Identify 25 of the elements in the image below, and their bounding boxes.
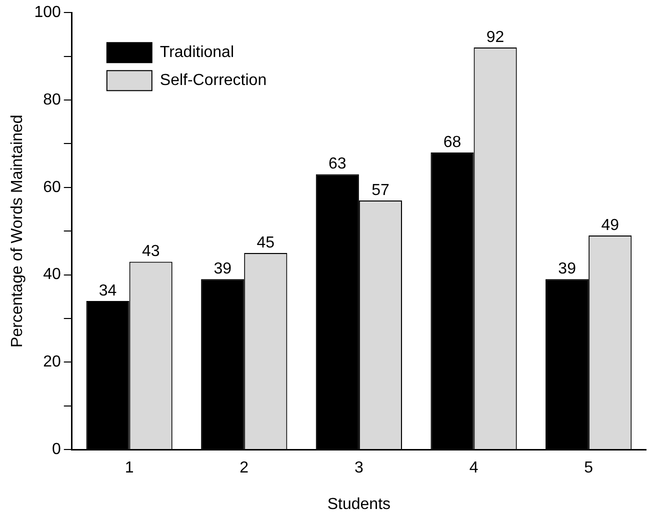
data-label: 39 [214,260,232,278]
x-tick-label: 2 [240,460,249,477]
y-tick-label: 80 [43,91,61,108]
x-tick-label: 4 [469,460,478,477]
legend-label: Traditional [160,44,234,62]
x-tick-label: 3 [354,460,364,477]
data-label: 63 [328,156,346,173]
x-axis-title: Students [327,496,391,513]
y-axis-title: Percentage of Words Maintained [9,114,26,348]
x-tick-label: 1 [124,460,134,477]
data-label: 34 [98,282,117,300]
data-label: 39 [558,260,576,278]
data-label: 45 [256,234,275,252]
y-tick-label: 0 [52,441,61,458]
data-label: 43 [142,243,160,260]
data-label: 68 [443,134,462,151]
y-tick-label: 100 [34,4,61,22]
y-tick-label: 40 [43,266,61,284]
y-tick-label: 20 [43,354,61,371]
data-label: 49 [601,216,620,234]
y-tick-label: 60 [43,178,61,196]
data-label: 57 [372,182,390,199]
legend-label: Self-Correction [160,72,267,90]
x-tick-label: 5 [584,460,594,477]
data-label: 92 [486,28,504,46]
